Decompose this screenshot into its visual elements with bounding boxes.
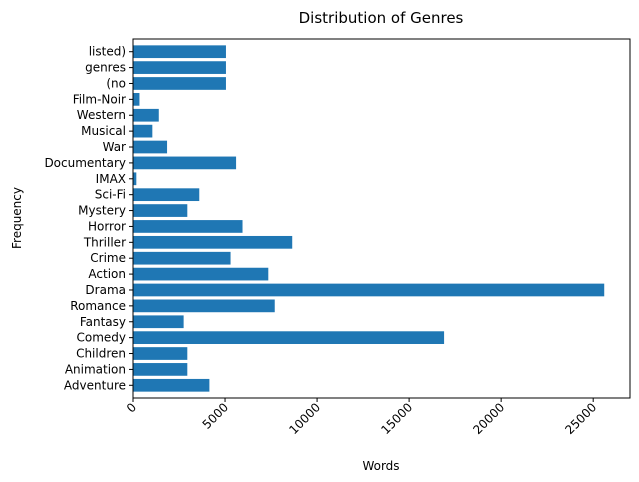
bar-western [133,108,159,122]
y-axis-label: Frequency [10,187,24,249]
y-tick-label: Animation [65,362,126,376]
x-tick-label: 0 [124,400,139,415]
y-tick-label: Documentary [44,156,126,170]
y-tick-label: Mystery [78,204,126,218]
bar-filmnoir [133,93,140,106]
bar-adventure [133,378,210,392]
x-tick-label: 15000 [378,400,415,437]
y-tick-label: Crime [90,251,126,265]
y-tick-label: Adventure [64,378,126,392]
y-tick-label: Comedy [76,331,126,345]
bar-horror [133,220,243,233]
y-tick-label: (no [106,76,126,90]
y-tick-label: IMAX [96,172,126,186]
chart-title: Distribution of Genres [299,9,464,27]
bar-action [133,267,269,281]
bar-comedy [133,331,445,344]
y-tick-label: Drama [85,283,126,297]
y-tick-label: listed) [89,45,126,59]
bar-no [133,77,226,90]
x-tick-label: 20000 [470,400,507,437]
y-tick-label: Western [77,108,126,122]
bar-drama [133,283,605,297]
bar-mystery [133,204,188,217]
x-tick-label: 25000 [562,400,599,437]
x-tick-label: 5000 [200,400,231,431]
y-tick-label: Thriller [83,235,126,249]
bar-imax [133,172,137,186]
bar-musical [133,124,153,138]
y-tick-label: genres [85,61,126,75]
bar-children [133,347,188,360]
y-tick-label: Action [88,267,126,281]
y-tick-label: Romance [70,299,126,313]
x-tick-label: 10000 [286,400,323,437]
bar-fantasy [133,315,184,329]
y-tick-label: Film-Noir [73,92,126,106]
y-tick-label: Musical [81,124,126,138]
bar-animation [133,363,188,376]
bar-listed [133,45,226,59]
bar-scifi [133,188,200,202]
x-axis-label: Words [362,459,399,473]
y-tick-label: Horror [88,219,126,233]
bar-war [133,140,168,154]
y-tick-label: War [103,140,126,154]
bar-romance [133,299,275,313]
y-tick-label: Children [76,347,126,361]
y-tick-label: Fantasy [80,315,126,329]
bar-crime [133,251,231,265]
bar-genres [133,61,226,74]
bar-thriller [133,235,293,249]
plot-frame [132,38,631,399]
bar-documentary [133,156,237,170]
y-tick-label: Sci-Fi [95,188,126,202]
